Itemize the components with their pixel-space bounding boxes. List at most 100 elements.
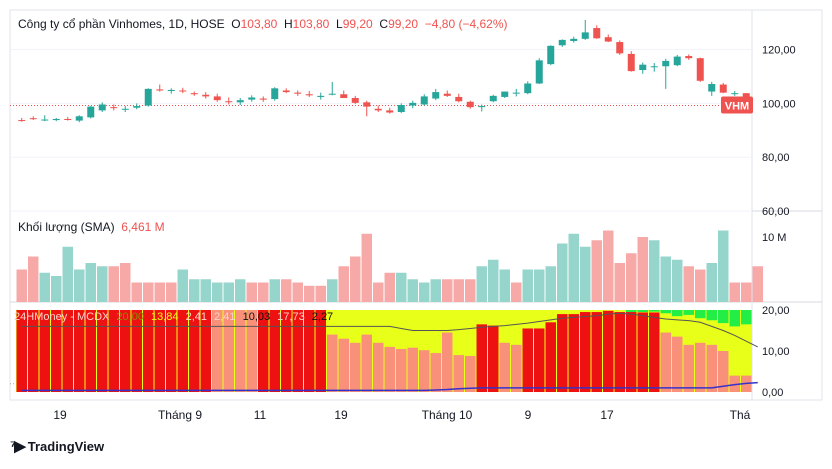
- mcdx-bar: [131, 310, 142, 392]
- candle-body: [305, 94, 313, 96]
- candle-body: [673, 56, 681, 66]
- candle-body: [41, 119, 49, 121]
- mcdx-blue-line: [21, 381, 758, 392]
- mcdx-bar: [120, 310, 131, 392]
- candle: [75, 115, 83, 123]
- volume-bar: [511, 282, 522, 302]
- mcdx-bar: [62, 310, 73, 392]
- volume-bar: [97, 266, 108, 302]
- mcdx-bar-green: [695, 310, 706, 319]
- volume-bar: [557, 243, 568, 302]
- volume-bar: [499, 269, 510, 302]
- candle: [386, 107, 394, 114]
- mcdx-bar: [154, 310, 165, 392]
- candle: [501, 91, 509, 99]
- candle-body: [581, 32, 589, 39]
- mcdx-bar: [269, 310, 280, 392]
- mcdx-value-2: 13,84: [151, 311, 179, 323]
- candle-body: [708, 84, 716, 92]
- high-label: H: [283, 17, 293, 31]
- candle: [110, 104, 118, 111]
- volume-bar: [131, 282, 142, 302]
- volume-bar: [177, 269, 188, 302]
- candle: [455, 93, 463, 103]
- price-legend: Công ty cổ phần Vinhomes, 1D, HOSE O103,…: [18, 17, 508, 31]
- mcdx-value-5: 10,03: [242, 311, 271, 323]
- candle-body: [386, 110, 394, 113]
- mcdx-bar-yellow: [453, 310, 465, 392]
- change-value: −4,80 (−4,62%): [424, 17, 508, 31]
- mcdx-bar-green: [649, 310, 660, 312]
- candle-body: [685, 56, 693, 59]
- volume-bar: [258, 282, 269, 302]
- candle: [685, 54, 693, 60]
- mcdx-bar: [660, 332, 671, 392]
- mcdx-bar: [419, 350, 430, 392]
- candle: [478, 104, 486, 112]
- candle-body: [259, 98, 267, 100]
- candle: [673, 54, 681, 67]
- volume-bar: [442, 279, 453, 302]
- candle: [340, 90, 348, 99]
- mcdx-bar: [568, 314, 579, 392]
- time-tick-label: Tháng 10: [422, 408, 473, 422]
- candle-body: [593, 28, 601, 39]
- exchange: HOSE: [190, 17, 225, 31]
- mcdx-bar: [39, 310, 50, 392]
- candle-body: [719, 84, 727, 93]
- mcdx-bar: [557, 314, 568, 392]
- volume-bar: [695, 269, 706, 302]
- mcdx-bar: [534, 328, 545, 392]
- candle: [156, 84, 164, 92]
- candle-body: [696, 58, 704, 81]
- open-value: 103,80: [240, 17, 278, 31]
- price-tick-label: 80,00: [762, 152, 790, 164]
- candle-body: [87, 106, 95, 118]
- mcdx-value-1: 20,00: [116, 311, 144, 323]
- mcdx-bar: [384, 346, 395, 392]
- candle: [558, 39, 566, 47]
- candle-body: [351, 98, 359, 103]
- volume-bar: [660, 256, 671, 302]
- mcdx-bar: [465, 355, 476, 392]
- candle: [662, 58, 670, 89]
- volume-bar: [51, 276, 62, 302]
- candle-body: [639, 64, 647, 71]
- mcdx-bar: [442, 332, 453, 392]
- volume-bar: [476, 266, 487, 302]
- mcdx-title: 24HMoney - MCDX: [14, 311, 110, 323]
- tradingview-logo[interactable]: ⁷▶ TradingView: [10, 437, 104, 455]
- candle-body: [570, 38, 578, 41]
- mcdx-bar: [200, 310, 211, 392]
- mcdx-bar: [729, 375, 740, 392]
- candle: [18, 117, 26, 122]
- mcdx-bar-green: [706, 310, 717, 321]
- volume-bar: [223, 282, 234, 302]
- volume-bar: [718, 230, 729, 302]
- volume-bar: [373, 282, 384, 302]
- volume-bar: [28, 256, 39, 302]
- candle-body: [225, 101, 233, 103]
- volume-bar: [62, 246, 73, 302]
- candle-body: [29, 118, 37, 120]
- candle: [409, 100, 417, 109]
- candle-body: [52, 118, 60, 121]
- time-tick-label: Tháng 9: [158, 408, 202, 422]
- volume-bar: [74, 269, 85, 302]
- mcdx-bar: [281, 310, 292, 392]
- candle: [29, 116, 37, 121]
- candle-body: [340, 94, 348, 99]
- candle-body: [133, 106, 141, 108]
- volume-bar: [108, 266, 119, 302]
- candle: [547, 45, 555, 66]
- mcdx-bar: [189, 310, 200, 392]
- candle-body: [535, 60, 543, 84]
- low-label: L: [336, 17, 343, 31]
- mcdx-bar: [292, 310, 303, 392]
- mcdx-bar-yellow: [464, 310, 476, 392]
- candle-body: [420, 96, 428, 105]
- mcdx-bar-green: [660, 310, 671, 314]
- candle-body: [282, 90, 290, 93]
